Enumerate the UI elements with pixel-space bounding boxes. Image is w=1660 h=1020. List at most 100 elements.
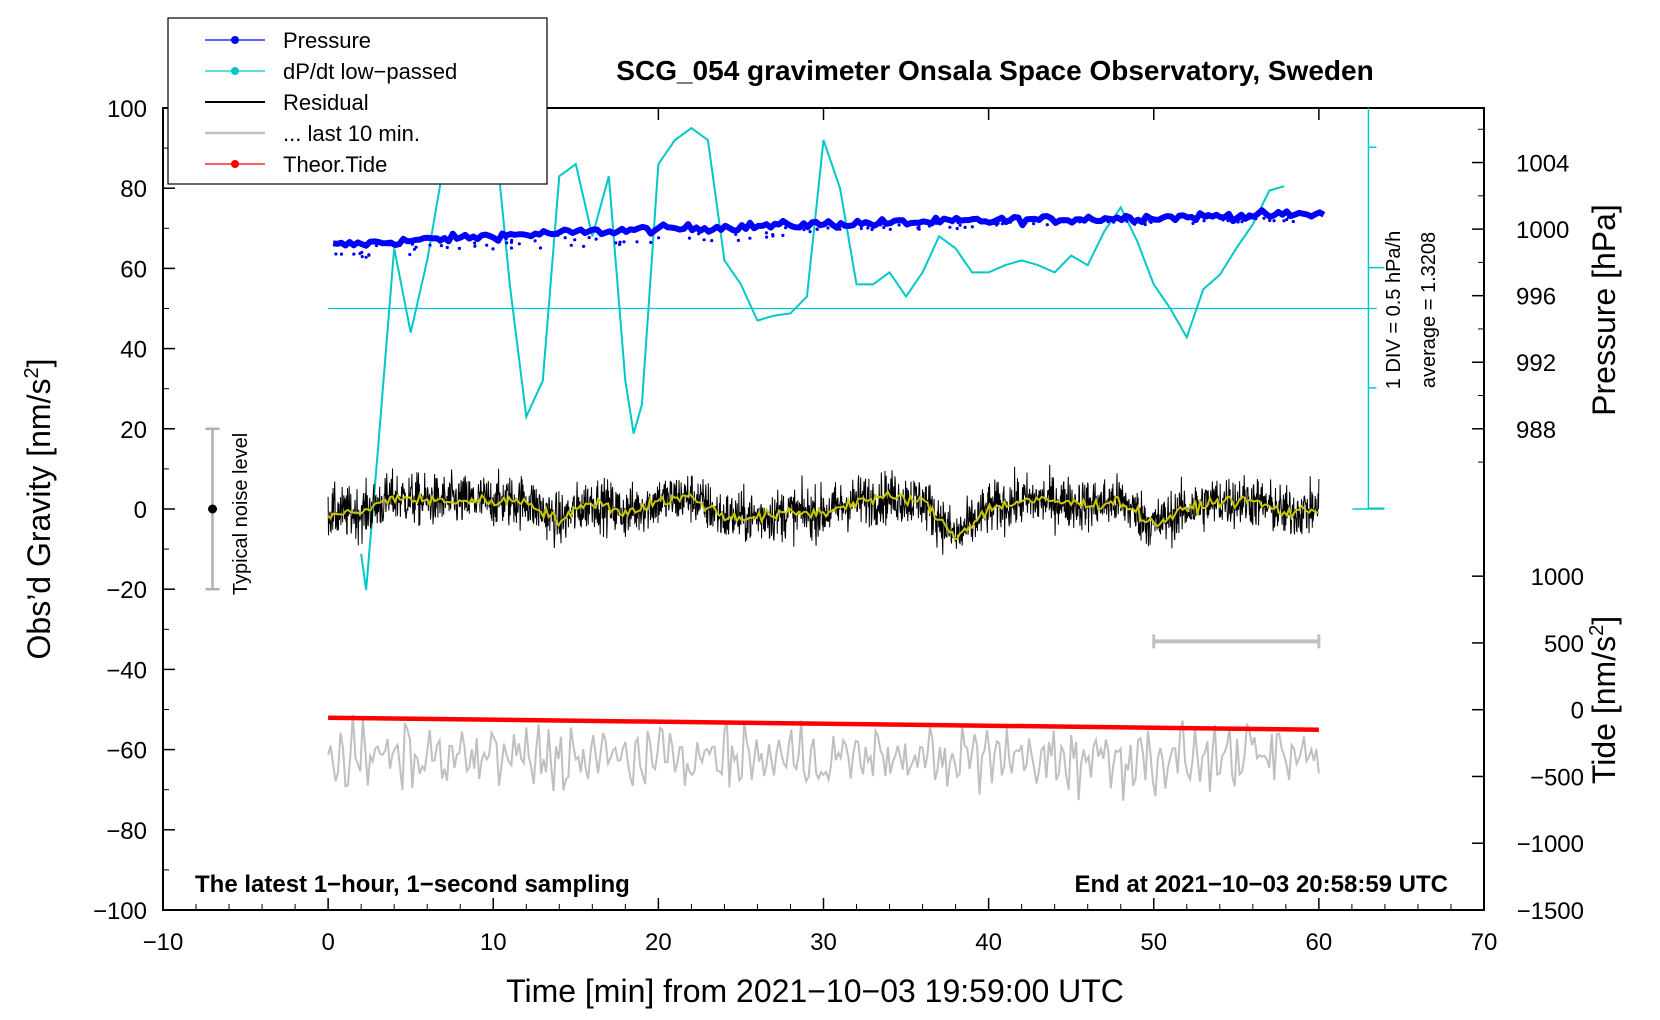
tide-tick-label: 0 [1571,698,1584,725]
y-axis-label-tide: Tide [nm/s2] [1586,616,1622,784]
y-axis-label-tide-main: Tide [nm/s [1586,636,1622,784]
pressure-point [882,225,886,230]
pressure-point [1206,216,1210,220]
pressure-point [408,252,412,257]
tide-line [328,715,1319,732]
pressure-point [505,241,509,245]
pressure-point [1238,217,1242,221]
noise-level-label: Typical noise level [230,433,252,595]
pressure-tick-label: 1000 [1516,217,1569,244]
pressure-tick-label: 996 [1516,284,1556,311]
pressure-point [734,232,738,236]
pressure-point [367,253,371,257]
pressure-point [657,236,661,240]
legend-label-residual: Residual [283,90,369,115]
pressure-point [996,221,1000,225]
pressure-point [1133,222,1137,226]
pressure-point [950,221,954,225]
pressure-point [1230,220,1234,224]
pressure-point [651,230,655,234]
y-tick-label: −100 [93,898,147,925]
pressure-point [1221,218,1225,222]
pressure-point [948,225,952,229]
pressure-point [970,225,974,229]
dpdt-group [360,114,1285,591]
pressure-point [1144,219,1148,223]
pressure-scale-average: average = 1.3208 [1418,232,1440,388]
pressure-point [445,245,449,250]
y-tick-label: 20 [120,417,147,444]
pressure-point [573,238,577,242]
pressure-point [438,240,442,244]
pressure-point [360,250,364,254]
pressure-point [622,240,626,244]
pressure-point [538,246,543,250]
y-tick-label: −20 [106,577,147,604]
pressure-point [697,232,701,236]
tide-tick-label: −1000 [1517,831,1584,858]
legend-marker-tide [231,160,239,168]
pressure-point [934,221,938,225]
pressure-point [748,236,752,240]
legend-label-pressure: Pressure [283,28,371,53]
pressure-point [1102,219,1106,223]
legend: Pressure dP/dt low−passed Residual ... l… [167,17,548,185]
legend-label-tide: Theor.Tide [283,152,387,177]
pressure-point [765,235,769,239]
legend-marker-pressure [231,36,239,44]
last10-group [327,714,1320,801]
pressure-point [846,225,850,229]
pressure-point [1202,219,1206,223]
pressure-point [1045,223,1049,227]
pressure-point [790,226,795,230]
y-tick-label: −40 [106,657,147,684]
pressure-point [784,226,788,230]
tide-tick-label: −500 [1530,764,1584,791]
pressure-point [618,242,622,247]
pressure-point [1125,219,1129,223]
x-tick-label: 0 [321,929,334,956]
residual-group [327,464,1320,555]
legend-label-last10: ... last 10 min. [283,121,420,146]
pressure-point [334,252,338,256]
plot-area [327,114,1326,801]
x-tick-label: 10 [480,929,507,956]
pressure-point [387,243,391,247]
pressure-point [1143,222,1147,227]
pressure-point [517,242,521,246]
pressure-point [1248,216,1252,220]
dpdt-line [360,114,1285,591]
pressure-point [1078,220,1082,224]
pressure-point [842,224,846,228]
annotations-group [205,108,1385,649]
pressure-point [955,226,959,231]
pressure-point [687,236,692,240]
y-axis-label-left: Obs’d Gravity [nm/s2] [21,359,57,660]
pressure-point [815,227,819,231]
y-axis-label-left-end: ] [21,359,57,368]
pressure-point [1262,216,1266,220]
pressure-scale-div: 1 DIV = 0.5 hPa/h [1383,231,1405,389]
pressure-point [1285,217,1289,222]
pressure-point [897,223,901,227]
pressure-point [509,246,514,250]
pressure-point [802,228,806,232]
y-tick-label: −80 [106,818,147,845]
pressure-point [1032,222,1036,226]
y-tick-label: 80 [120,176,147,203]
x-tick-label: 70 [1471,929,1498,956]
pressure-point [563,236,567,240]
pressure-point [710,239,714,243]
pressure-point [360,255,364,259]
tide-tick-label: 500 [1544,631,1584,658]
pressure-point [870,227,874,232]
pressure-point [509,240,514,244]
residual-smoothed-line [327,489,1320,541]
tide-tick-label: −1500 [1517,898,1584,925]
pressure-point [649,240,653,244]
pressure-point [374,244,379,248]
y-tick-label: 0 [134,497,147,524]
pressure-point [879,223,883,227]
tide-tick-label: 1000 [1531,564,1584,591]
